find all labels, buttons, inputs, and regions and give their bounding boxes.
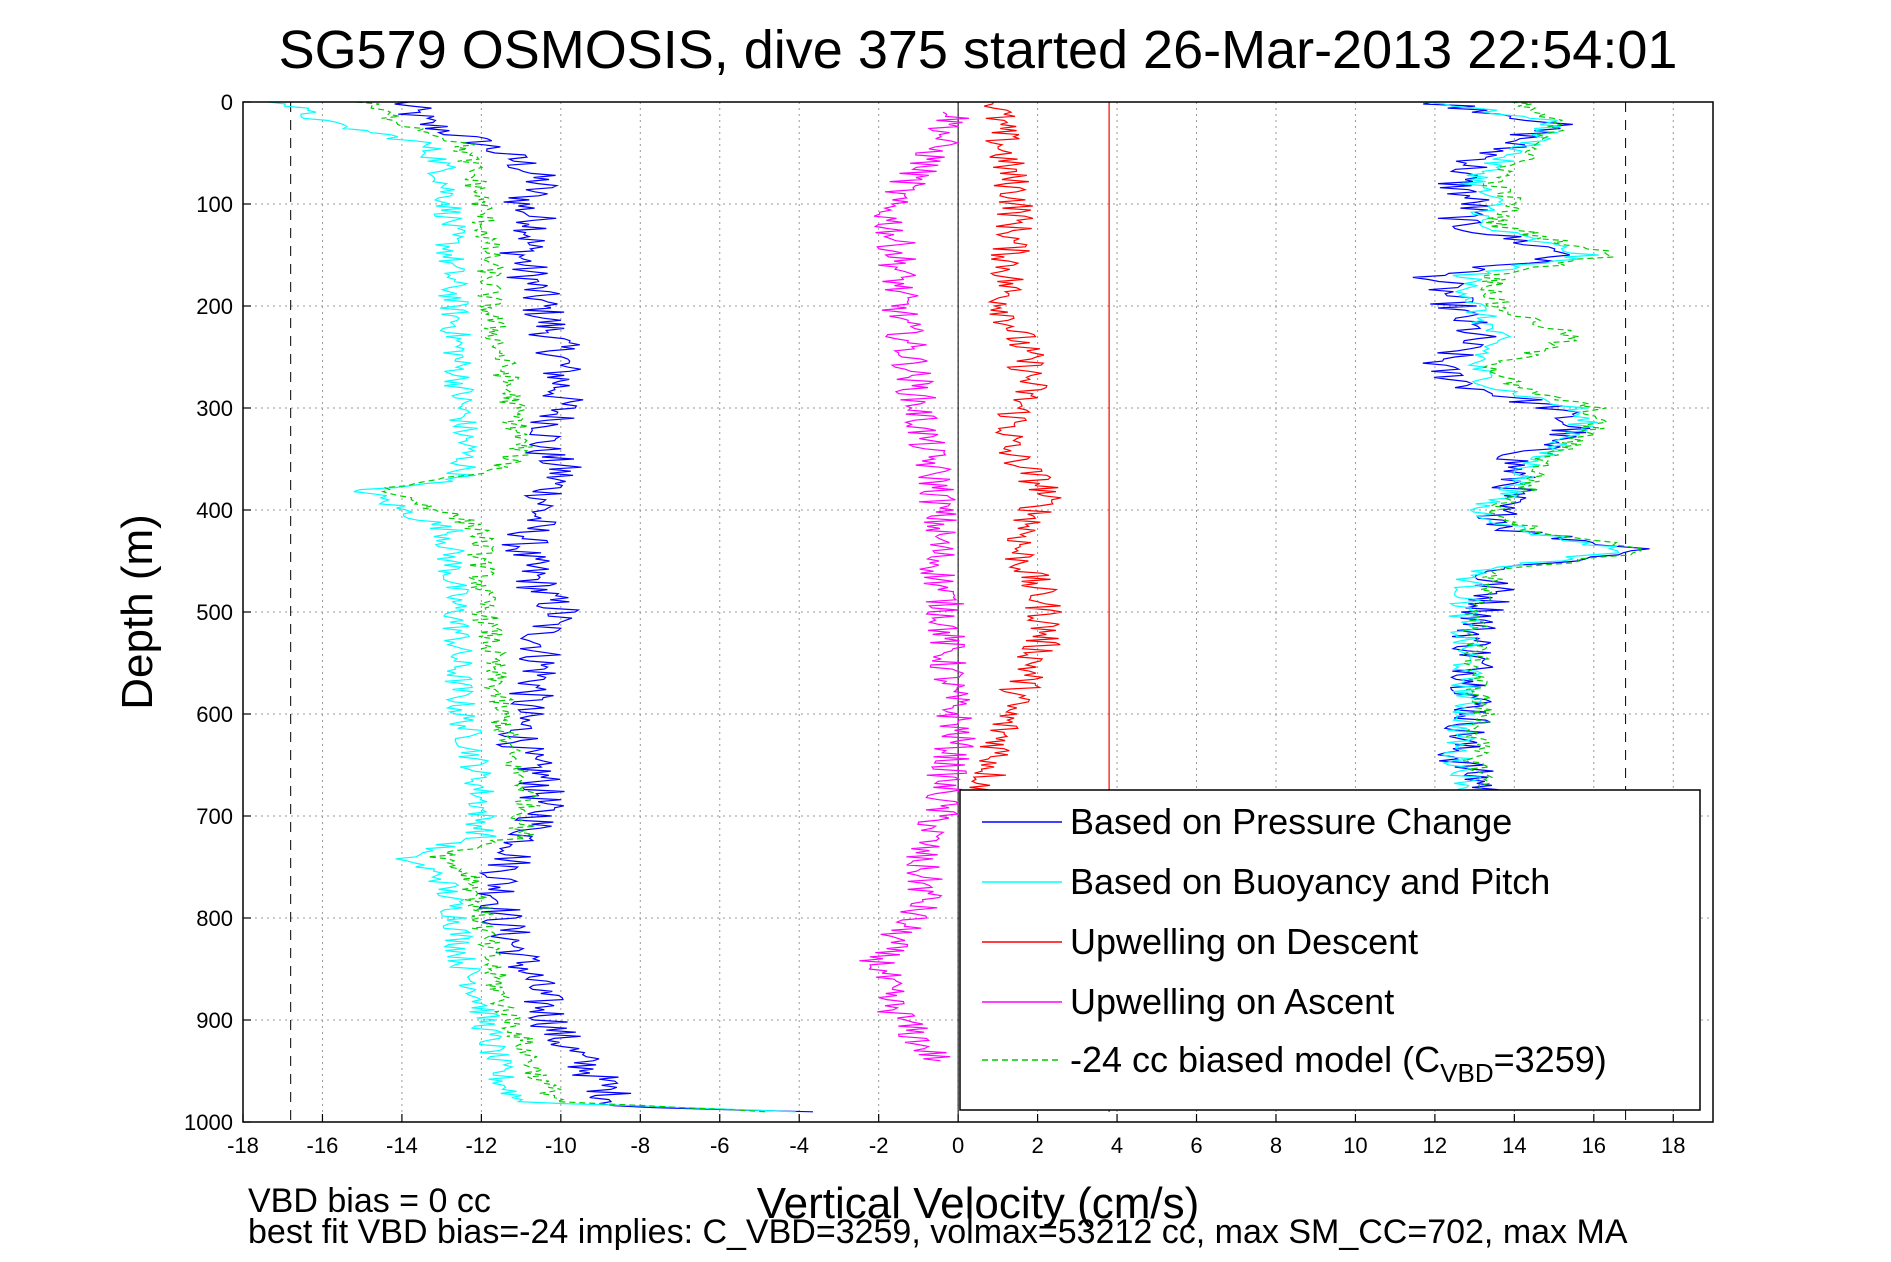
x-tick-label: 10: [1343, 1133, 1367, 1158]
legend: Based on Pressure Change Based on Buoyanc…: [959, 789, 1701, 1111]
x-tick-label: -10: [545, 1133, 577, 1158]
legend-label: Upwelling on Descent: [1070, 921, 1418, 962]
y-tick-label: 200: [196, 294, 233, 319]
x-tick-label: -18: [227, 1133, 259, 1158]
x-tick-label: 14: [1502, 1133, 1526, 1158]
x-tick-label: 6: [1190, 1133, 1202, 1158]
x-tick-label: 12: [1423, 1133, 1447, 1158]
series-line: [394, 102, 814, 1113]
y-tick-label: 800: [196, 906, 233, 931]
x-tick-label: -8: [631, 1133, 651, 1158]
footer-line-1: VBD bias = 0 cc: [248, 1182, 491, 1220]
y-tick-label: 700: [196, 804, 233, 829]
series-line: [268, 102, 796, 1113]
series-group: [268, 102, 1650, 1113]
series-line: [859, 111, 976, 1062]
x-tick-label: 2: [1031, 1133, 1043, 1158]
y-tick-label: 0: [221, 90, 233, 115]
footer-line-2: best fit VBD bias=-24 implies: C_VBD=325…: [248, 1213, 1628, 1251]
series-line: [966, 102, 1062, 797]
legend-label: -24 cc biased model (CVBD=3259): [1070, 1039, 1607, 1088]
x-tick-label: -14: [386, 1133, 418, 1158]
y-tick-label: 900: [196, 1008, 233, 1033]
y-ticks: 0 100 200 300 400 500 600 700 800 900 1000: [184, 90, 251, 1135]
x-tick-label: 4: [1111, 1133, 1123, 1158]
legend-box: [959, 789, 1701, 1111]
x-tick-label: -2: [869, 1133, 889, 1158]
y-tick-label: 100: [196, 192, 233, 217]
x-tick-label: -4: [789, 1133, 809, 1158]
legend-label: Based on Buoyancy and Pitch: [1070, 861, 1550, 902]
legend-label: Upwelling on Ascent: [1070, 981, 1394, 1022]
x-tick-label: -6: [710, 1133, 730, 1158]
series-line: [356, 102, 767, 1113]
x-tick-label: -12: [465, 1133, 497, 1158]
y-tick-label: 600: [196, 702, 233, 727]
series-line: [1460, 102, 1642, 797]
x-ticks: -18 -16 -14 -12 -10 -8 -6 -4 -2 0 2 4 6 8 10 12 14 16 18: [227, 1114, 1686, 1158]
y-tick-label: 400: [196, 498, 233, 523]
y-tick-label: 300: [196, 396, 233, 421]
x-tick-label: 8: [1270, 1133, 1282, 1158]
x-axis-label: Vertical Velocity (cm/s): [757, 1179, 1200, 1228]
y-tick-label: 1000: [184, 1110, 233, 1135]
y-tick-label: 500: [196, 600, 233, 625]
x-tick-label: -16: [307, 1133, 339, 1158]
x-tick-label: 0: [952, 1133, 964, 1158]
legend-label: Based on Pressure Change: [1070, 801, 1512, 842]
y-axis-label: Depth (m): [113, 514, 162, 710]
x-tick-label: 18: [1661, 1133, 1685, 1158]
x-tick-label: 16: [1582, 1133, 1606, 1158]
chart-title: SG579 OSMOSIS, dive 375 started 26-Mar-2…: [279, 20, 1678, 80]
